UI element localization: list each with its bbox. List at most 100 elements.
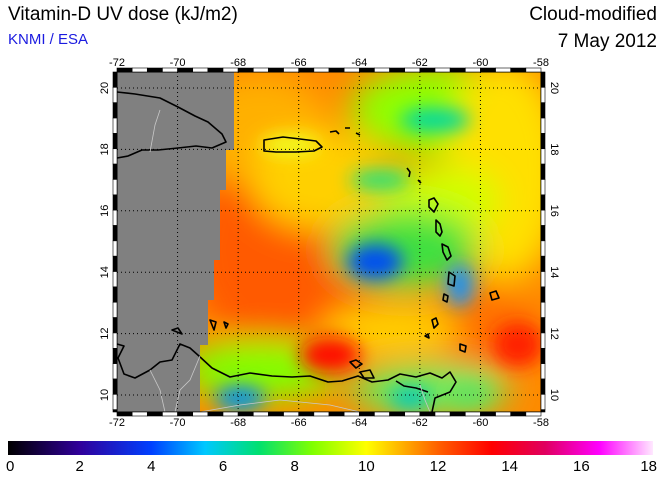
lon-label-bottom: -70 bbox=[170, 417, 186, 429]
antilles-outline-2 bbox=[435, 219, 452, 261]
rail-segment-right bbox=[540, 194, 546, 211]
lat-label-right: 16 bbox=[548, 205, 560, 217]
rail-segment-left bbox=[112, 240, 118, 257]
rail-segment-right bbox=[540, 394, 546, 411]
rail-segment-bottom bbox=[449, 411, 466, 417]
rail-segment-right bbox=[540, 225, 546, 242]
rail-segment-bottom bbox=[192, 411, 209, 417]
curacao-aruba-outline bbox=[171, 319, 229, 335]
rail-segment-left bbox=[112, 301, 118, 318]
axis-labels: -72 -72 -70 -70 -68 -68 -66 -66 -64 -64 -62 -62 -60 -… bbox=[99, 57, 560, 429]
rail-segment-bottom bbox=[404, 411, 421, 417]
rail-segment-right bbox=[540, 163, 546, 180]
rail-segment-left bbox=[112, 378, 118, 395]
colorbar-label: 14 bbox=[501, 458, 518, 475]
lon-label-top: -70 bbox=[170, 57, 186, 69]
rail-segment-right bbox=[540, 301, 546, 318]
lon-label-bottom: -66 bbox=[291, 417, 307, 429]
date-label: 7 May 2012 bbox=[557, 31, 657, 52]
rail-segment-left bbox=[112, 102, 118, 119]
rail-segment-right bbox=[540, 286, 546, 303]
rail-segment-left bbox=[112, 394, 118, 411]
rail-segment-left bbox=[112, 209, 118, 226]
rail-segment-bottom bbox=[374, 411, 390, 417]
colorbar-label: 18 bbox=[640, 458, 657, 475]
rail-segment-right bbox=[540, 347, 546, 364]
lon-label-top: -72 bbox=[109, 57, 125, 69]
rail-segment-top bbox=[146, 67, 163, 73]
rail-segment-left bbox=[112, 317, 118, 334]
rail-segment-left bbox=[112, 71, 118, 88]
rail-segment-bottom bbox=[207, 411, 224, 417]
colorbar-label: 0 bbox=[6, 458, 15, 475]
colorbar-label: 16 bbox=[572, 458, 590, 475]
rail-segment-left bbox=[112, 179, 118, 196]
rail-segment-top bbox=[389, 67, 406, 73]
rail-segment-right bbox=[540, 71, 546, 88]
rail-segment-left bbox=[112, 194, 118, 211]
rail-segment-top bbox=[525, 67, 542, 73]
rail-segment-left bbox=[112, 332, 118, 349]
rail-segment-bottom bbox=[464, 411, 481, 417]
lon-label-bottom: -68 bbox=[230, 417, 246, 429]
lat-label-right: 18 bbox=[548, 143, 560, 155]
rail-segment-bottom bbox=[131, 411, 148, 417]
rail-segment-right bbox=[540, 148, 546, 165]
graticule bbox=[117, 72, 541, 412]
rail-segment-right bbox=[540, 317, 546, 334]
no-data-region bbox=[117, 72, 234, 412]
lat-label-right: 12 bbox=[548, 327, 560, 339]
lat-label-left: 16 bbox=[99, 205, 111, 217]
lat-label-right: 10 bbox=[548, 389, 560, 401]
rail-segment-left bbox=[112, 271, 118, 288]
rail-segment-bottom bbox=[343, 411, 360, 417]
uv-field bbox=[117, 72, 541, 412]
rail-segment-right bbox=[540, 209, 546, 226]
rail-segment-right bbox=[540, 102, 546, 119]
rail-segment-right bbox=[540, 255, 546, 272]
rail-segment-right bbox=[540, 378, 546, 395]
rail-segment-bottom bbox=[495, 411, 512, 417]
rail-segment-left bbox=[112, 133, 118, 150]
lon-label-top: -60 bbox=[472, 57, 488, 69]
rail-segment-bottom bbox=[434, 411, 451, 417]
colorbar-label: 6 bbox=[218, 458, 228, 475]
lat-label-left: 10 bbox=[99, 389, 111, 401]
credit-label: KNMI / ESA bbox=[8, 31, 89, 48]
lon-label-bottom: -72 bbox=[109, 417, 125, 429]
rail-segment-bottom bbox=[510, 411, 527, 417]
rail-segment-top bbox=[268, 67, 284, 73]
rail-segment-left bbox=[112, 347, 118, 364]
rail-segment-top bbox=[495, 67, 512, 73]
antilles-outline-3 bbox=[442, 271, 500, 303]
antilles-outline-1 bbox=[406, 167, 439, 213]
rail-segment-left bbox=[112, 255, 118, 272]
rail-segment-left bbox=[112, 117, 118, 134]
trinidad-outline bbox=[459, 343, 467, 353]
rail-segment-bottom bbox=[298, 411, 315, 417]
rail-segment-left bbox=[112, 87, 118, 103]
rail-segment-bottom bbox=[283, 411, 300, 417]
rail-segment-bottom bbox=[328, 411, 345, 417]
rail-segment-bottom bbox=[237, 411, 254, 417]
lon-label-bottom: -62 bbox=[412, 417, 428, 429]
lon-label-bottom: -60 bbox=[472, 417, 488, 429]
rail-segment-top bbox=[207, 67, 224, 73]
rail-segment-bottom bbox=[389, 411, 406, 417]
rail-segment-left bbox=[112, 286, 118, 303]
rail-segment-bottom bbox=[268, 411, 284, 417]
lon-label-top: -66 bbox=[291, 57, 307, 69]
rail-segment-bottom bbox=[162, 411, 178, 417]
rail-segment-right bbox=[540, 87, 546, 103]
lon-label-top: -68 bbox=[230, 57, 246, 69]
rail-segment-bottom bbox=[222, 411, 239, 417]
rail-segment-bottom bbox=[252, 411, 269, 417]
rail-segment-bottom bbox=[419, 411, 436, 417]
rail-segment-right bbox=[540, 332, 546, 349]
map-title: Vitamin-D UV dose (kJ/m2) bbox=[8, 4, 238, 25]
rail-segment-right bbox=[540, 117, 546, 134]
rail-segment-right bbox=[540, 240, 546, 257]
hispaniola-outline bbox=[116, 91, 227, 159]
rail-segment-left bbox=[112, 363, 118, 380]
